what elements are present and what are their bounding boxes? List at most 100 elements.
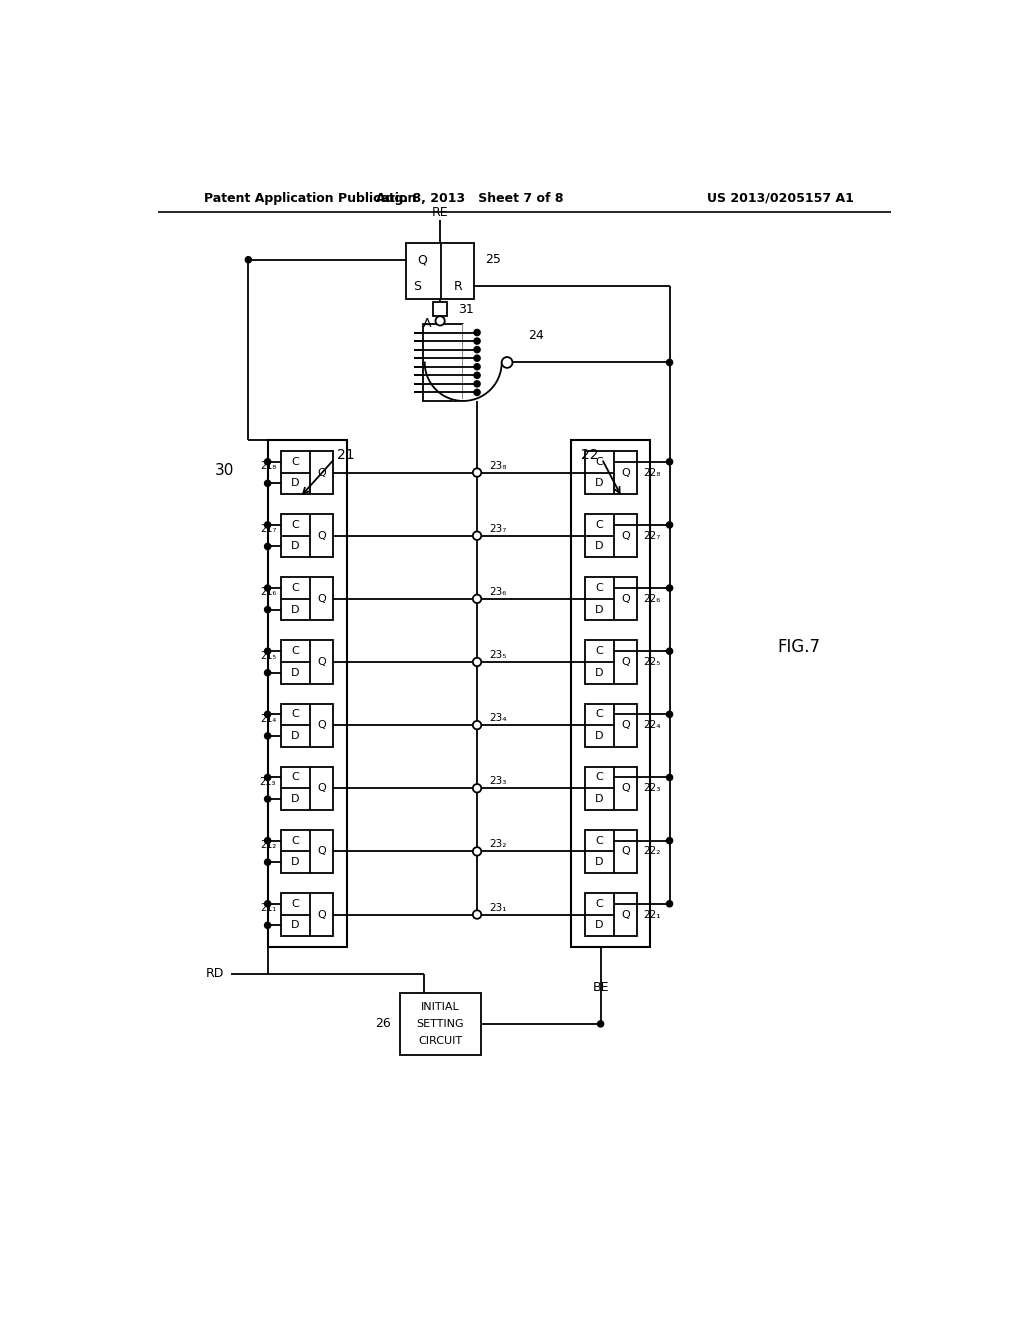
Text: 23₃: 23₃	[489, 776, 507, 787]
Circle shape	[264, 669, 270, 676]
Text: Q: Q	[317, 531, 326, 541]
Text: Q: Q	[622, 467, 630, 478]
Text: Patent Application Publication: Patent Application Publication	[204, 191, 416, 205]
Circle shape	[474, 389, 480, 396]
Text: D: D	[291, 668, 300, 677]
Text: Q: Q	[622, 909, 630, 920]
Text: 21₅: 21₅	[260, 651, 276, 660]
Circle shape	[264, 838, 270, 843]
Polygon shape	[425, 323, 502, 401]
Text: Q: Q	[317, 594, 326, 603]
Text: 21₄: 21₄	[260, 714, 276, 723]
Text: D: D	[595, 857, 604, 867]
Text: C: C	[292, 709, 299, 719]
Circle shape	[264, 458, 270, 465]
Text: Q: Q	[317, 721, 326, 730]
Bar	[281, 704, 333, 747]
Circle shape	[264, 711, 270, 718]
Text: Q: Q	[622, 783, 630, 793]
Bar	[407, 243, 474, 298]
Circle shape	[667, 521, 673, 528]
Bar	[585, 830, 637, 873]
Text: C: C	[596, 520, 603, 529]
Circle shape	[667, 648, 673, 655]
Bar	[281, 451, 333, 494]
Circle shape	[667, 838, 673, 843]
Circle shape	[473, 847, 481, 855]
Bar	[400, 993, 481, 1055]
Text: 21₆: 21₆	[260, 587, 276, 598]
Bar	[585, 640, 637, 684]
Circle shape	[502, 358, 512, 368]
Circle shape	[264, 859, 270, 866]
Text: 21₃: 21₃	[260, 776, 276, 787]
Text: C: C	[292, 772, 299, 783]
Bar	[585, 767, 637, 810]
Text: 23₁: 23₁	[489, 903, 507, 912]
Text: D: D	[291, 857, 300, 867]
Text: FIG.7: FIG.7	[777, 639, 820, 656]
Text: S: S	[413, 280, 421, 293]
Text: SETTING: SETTING	[417, 1019, 464, 1028]
Text: 22₂: 22₂	[643, 846, 660, 857]
Text: 22₁: 22₁	[643, 909, 660, 920]
Text: C: C	[292, 647, 299, 656]
Circle shape	[474, 372, 480, 379]
Text: 21₈: 21₈	[260, 461, 276, 471]
Bar	[585, 577, 637, 620]
Text: 23₇: 23₇	[489, 524, 507, 533]
Bar	[585, 515, 637, 557]
Circle shape	[667, 775, 673, 780]
Circle shape	[474, 338, 480, 345]
Circle shape	[473, 657, 481, 667]
Circle shape	[264, 923, 270, 928]
Text: D: D	[291, 541, 300, 552]
Text: 23₂: 23₂	[489, 840, 507, 850]
Text: D: D	[595, 668, 604, 677]
Text: D: D	[291, 795, 300, 804]
Circle shape	[474, 347, 480, 352]
Circle shape	[667, 585, 673, 591]
Text: D: D	[291, 920, 300, 931]
Text: BE: BE	[592, 981, 609, 994]
Text: 22₈: 22₈	[643, 467, 660, 478]
Bar	[423, 323, 463, 401]
Circle shape	[435, 317, 444, 326]
Bar	[585, 451, 637, 494]
Circle shape	[246, 256, 252, 263]
Text: D: D	[291, 731, 300, 741]
Circle shape	[264, 775, 270, 780]
Text: D: D	[595, 478, 604, 488]
Text: C: C	[292, 520, 299, 529]
Text: C: C	[596, 457, 603, 467]
Circle shape	[474, 330, 480, 335]
Text: 30: 30	[215, 463, 234, 478]
Text: 22₃: 22₃	[643, 783, 660, 793]
Bar	[571, 441, 650, 946]
Circle shape	[667, 458, 673, 465]
Bar	[281, 830, 333, 873]
Circle shape	[473, 911, 481, 919]
Text: Q: Q	[317, 467, 326, 478]
Text: C: C	[292, 836, 299, 846]
Text: 23₈: 23₈	[489, 461, 507, 471]
Circle shape	[264, 480, 270, 487]
Circle shape	[473, 469, 481, 477]
Text: Q: Q	[622, 657, 630, 667]
Text: D: D	[595, 731, 604, 741]
Text: D: D	[595, 605, 604, 615]
Bar	[281, 640, 333, 684]
Text: 22: 22	[582, 447, 599, 462]
Bar	[281, 892, 333, 936]
Text: Aug. 8, 2013   Sheet 7 of 8: Aug. 8, 2013 Sheet 7 of 8	[376, 191, 563, 205]
Text: C: C	[292, 899, 299, 908]
Text: D: D	[595, 795, 604, 804]
Text: CIRCUIT: CIRCUIT	[419, 1036, 463, 1045]
Text: INITIAL: INITIAL	[421, 1002, 460, 1012]
Text: 25: 25	[484, 253, 501, 267]
Text: 22₄: 22₄	[643, 721, 660, 730]
Text: D: D	[595, 541, 604, 552]
Text: 21₂: 21₂	[260, 840, 276, 850]
Bar	[281, 515, 333, 557]
Text: 21₁: 21₁	[260, 903, 276, 913]
